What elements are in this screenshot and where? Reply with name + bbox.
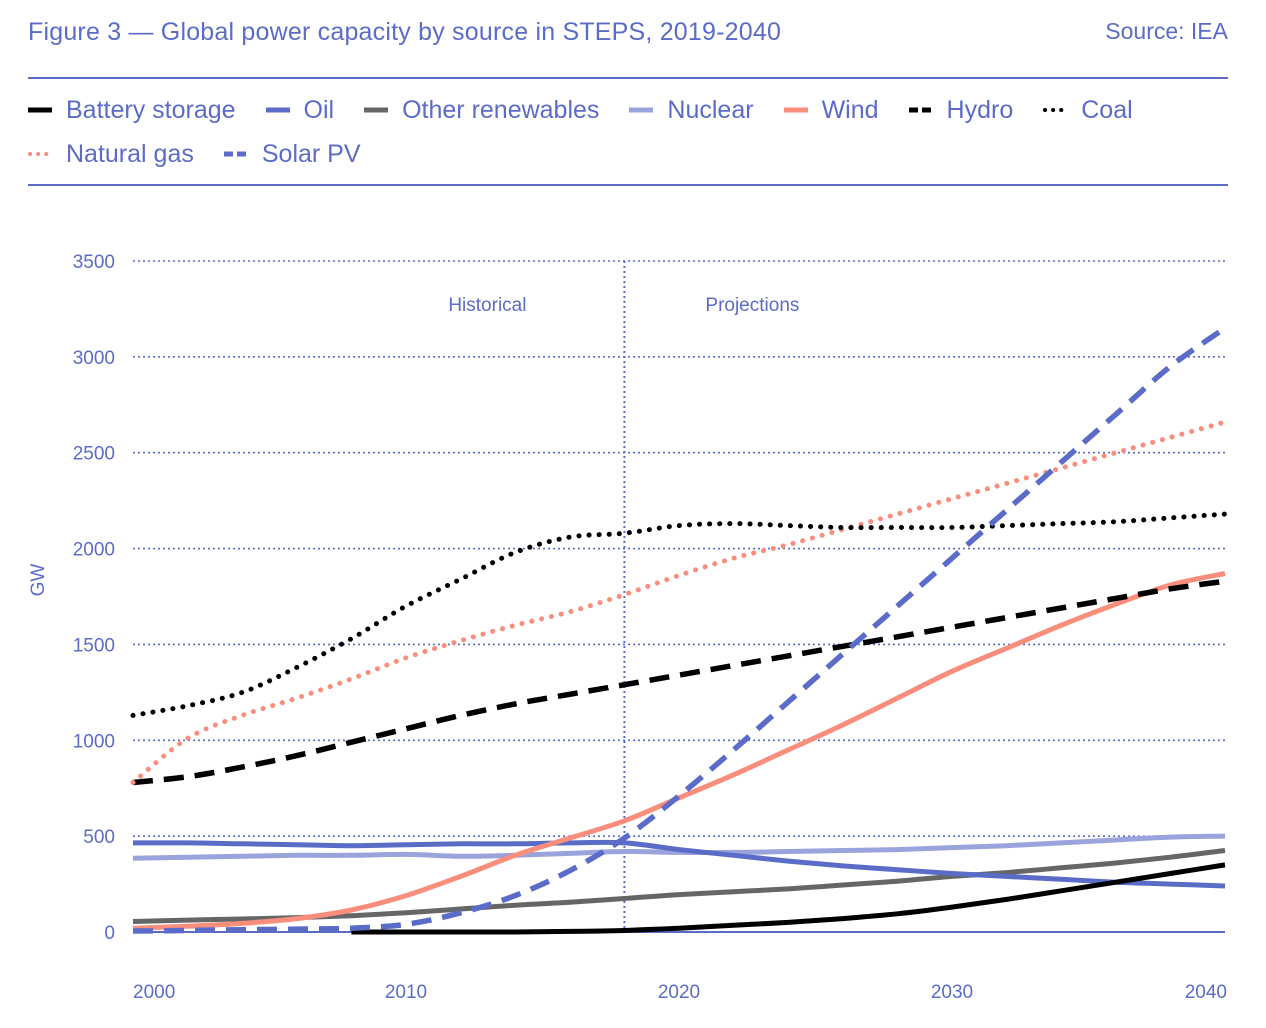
y-axis-label: GW xyxy=(28,564,49,597)
x-axis-ticks: 2000 2010 2020 2030 2040 xyxy=(133,982,1227,1003)
legend-label: Nuclear xyxy=(667,95,754,124)
legend-item-natural-gas[interactable]: Natural gas xyxy=(28,136,194,172)
legend-swatch-battery-storage xyxy=(28,107,52,113)
x-tick-label: 2040 xyxy=(1185,982,1227,1003)
series-line-wind xyxy=(132,571,1226,931)
legend-label: Battery storage xyxy=(66,95,236,124)
x-tick-label: 2020 xyxy=(658,982,700,1003)
legend-item-hydro[interactable]: Hydro xyxy=(908,92,1014,128)
gridlines xyxy=(133,260,1225,933)
legend-label: Natural gas xyxy=(66,139,194,168)
legend-label: Wind xyxy=(821,95,879,124)
legend-label: Solar PV xyxy=(261,139,361,168)
series-line-hydro xyxy=(132,578,1226,786)
legend-swatch-solar-pv xyxy=(223,151,248,157)
legend-label: Coal xyxy=(1081,95,1133,124)
y-tick-label: 2000 xyxy=(73,540,115,561)
y-tick-label: 500 xyxy=(83,827,115,848)
legend-label: Hydro xyxy=(946,95,1014,124)
legend-item-oil[interactable]: Oil xyxy=(265,92,335,128)
legend-swatch-wind xyxy=(783,107,808,113)
legend-swatch-oil xyxy=(265,107,290,113)
legend-item-nuclear[interactable]: Nuclear xyxy=(629,92,754,128)
chart-title: Figure 3 — Global power capacity by sour… xyxy=(28,18,782,46)
legend-label: Other renewables xyxy=(402,95,600,124)
y-tick-label: 3000 xyxy=(73,348,115,369)
series-line-oil xyxy=(132,839,1226,889)
annotation-projections: Projections xyxy=(705,295,799,316)
legend-item-wind[interactable]: Wind xyxy=(783,92,879,128)
y-axis-ticks: 0 500 1000 1500 2000 2500 3000 3500 xyxy=(73,252,115,944)
y-tick-label: 1500 xyxy=(73,635,115,656)
legend-divider xyxy=(28,184,1228,186)
source-label: Source: IEA xyxy=(1105,18,1228,44)
x-tick-label: 2000 xyxy=(133,982,175,1003)
x-tick-label: 2030 xyxy=(931,982,973,1003)
legend-swatch-nuclear xyxy=(629,107,654,113)
legend-item-coal[interactable]: Coal xyxy=(1043,92,1133,128)
legend-item-solar-pv[interactable]: Solar PV xyxy=(223,136,361,172)
series-line-other-renewables xyxy=(132,848,1226,924)
legend-swatch-other-renewables xyxy=(364,107,389,113)
series-line-battery-storage xyxy=(351,862,1226,935)
x-tick-label: 2010 xyxy=(385,982,427,1003)
y-tick-label: 3500 xyxy=(73,252,115,273)
series-line-nuclear xyxy=(132,833,1226,861)
legend-item-battery-storage[interactable]: Battery storage xyxy=(28,92,236,128)
annotation-historical: Historical xyxy=(448,295,526,316)
y-tick-label: 0 xyxy=(104,923,115,944)
series-line-natural-gas xyxy=(130,419,1228,785)
legend-swatch-hydro xyxy=(908,107,933,113)
legend: Battery storage Oil Other renewables Nuc… xyxy=(28,92,1238,172)
legend-item-other-renewables[interactable]: Other renewables xyxy=(364,92,599,128)
series-lines xyxy=(130,325,1228,935)
series-line-solar-pv xyxy=(132,325,1227,934)
legend-label: Oil xyxy=(303,95,335,124)
y-tick-label: 2500 xyxy=(73,444,115,465)
y-tick-label: 1000 xyxy=(73,731,115,752)
header-divider xyxy=(28,77,1228,79)
series-line-coal xyxy=(130,511,1228,718)
